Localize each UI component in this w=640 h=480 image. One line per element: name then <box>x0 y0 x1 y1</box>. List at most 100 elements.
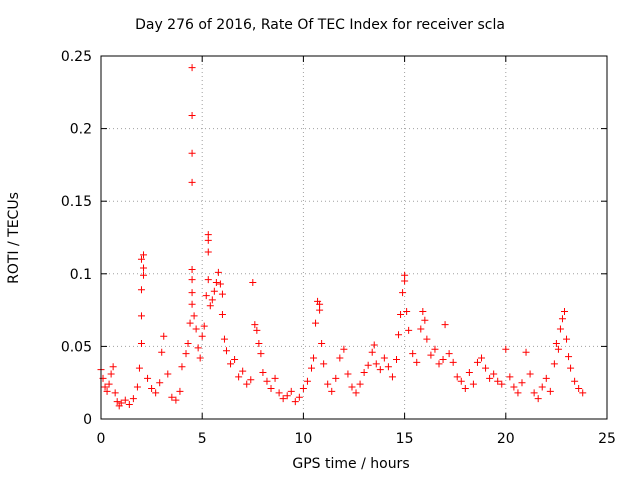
data-point-0-103 <box>348 383 356 391</box>
data-point-0-2 <box>101 383 109 391</box>
data-point-0-11 <box>121 396 129 404</box>
data-point-0-86 <box>295 393 303 401</box>
data-point-0-56 <box>206 302 214 310</box>
data-point-0-99 <box>332 374 340 382</box>
data-point-0-141 <box>473 358 481 366</box>
data-point-0-42 <box>188 149 196 157</box>
plot-frame <box>100 55 608 420</box>
data-point-0-23 <box>144 374 152 382</box>
data-point-0-10 <box>117 399 125 407</box>
data-point-0-63 <box>218 310 226 318</box>
data-point-0-169 <box>571 377 579 385</box>
data-point-0-101 <box>340 345 348 353</box>
data-point-0-118 <box>399 289 407 297</box>
data-point-0-152 <box>518 379 526 387</box>
data-point-0-17 <box>137 312 145 320</box>
data-point-0-157 <box>538 383 546 391</box>
data-point-0-73 <box>251 321 259 329</box>
data-point-0-163 <box>556 325 564 333</box>
data-point-0-167 <box>565 353 573 361</box>
data-point-0-149 <box>506 373 514 381</box>
data-point-0-124 <box>413 358 421 366</box>
data-point-0-25 <box>152 389 160 397</box>
data-point-0-30 <box>168 393 176 401</box>
y-tick-label-3: 0.15 <box>61 194 92 210</box>
data-point-0-85 <box>291 398 299 406</box>
data-point-0-166 <box>563 335 571 343</box>
data-point-0-57 <box>208 296 216 304</box>
data-point-0-102 <box>344 370 352 378</box>
data-point-0-71 <box>247 376 255 384</box>
data-point-0-108 <box>368 348 376 356</box>
data-point-0-90 <box>310 354 318 362</box>
x-tick-label-1: 5 <box>198 431 207 447</box>
data-point-0-135 <box>449 358 457 366</box>
x-tick-label-3: 15 <box>396 431 414 447</box>
data-point-0-8 <box>113 398 121 406</box>
data-point-0-40 <box>188 265 196 273</box>
data-point-0-84 <box>287 387 295 395</box>
data-point-0-147 <box>498 380 506 388</box>
data-point-0-127 <box>421 316 429 324</box>
data-point-0-6 <box>109 363 117 371</box>
data-point-0-144 <box>486 374 494 382</box>
data-point-0-83 <box>283 392 291 400</box>
data-point-0-52 <box>204 276 212 284</box>
data-point-0-32 <box>176 387 184 395</box>
chart-title: Day 276 of 2016, Rate Of TEC Index for r… <box>135 17 505 33</box>
data-point-0-113 <box>384 363 392 371</box>
data-point-0-67 <box>231 355 239 363</box>
data-point-0-55 <box>204 231 212 239</box>
x-tick-label-5: 25 <box>598 431 616 447</box>
x-axis-label: GPS time / hours <box>292 456 410 472</box>
data-point-0-41 <box>188 178 196 186</box>
data-point-0-72 <box>249 279 257 287</box>
data-point-0-24 <box>148 385 156 393</box>
data-point-0-66 <box>227 360 235 368</box>
x-tick-label-2: 10 <box>294 431 312 447</box>
data-point-0-37 <box>188 300 196 308</box>
data-point-0-26 <box>156 379 164 387</box>
data-point-0-33 <box>178 363 186 371</box>
data-point-0-3 <box>103 387 111 395</box>
data-point-0-125 <box>417 325 425 333</box>
data-point-0-64 <box>220 335 228 343</box>
data-point-0-143 <box>482 364 490 372</box>
data-point-0-134 <box>445 350 453 358</box>
data-point-0-106 <box>360 369 368 377</box>
data-point-0-74 <box>253 326 261 334</box>
data-point-0-94 <box>316 306 324 314</box>
data-point-0-137 <box>457 377 465 385</box>
data-point-0-70 <box>243 380 251 388</box>
data-point-0-158 <box>542 374 550 382</box>
data-point-0-48 <box>196 354 204 362</box>
data-point-0-159 <box>546 387 554 395</box>
data-point-0-131 <box>435 360 443 368</box>
data-point-0-12 <box>125 400 133 408</box>
y-tick-label-5: 0.25 <box>61 49 92 65</box>
data-point-0-121 <box>403 308 411 316</box>
data-point-0-98 <box>328 387 336 395</box>
data-point-0-13 <box>129 395 137 403</box>
data-point-0-58 <box>210 287 218 295</box>
data-point-0-65 <box>222 347 230 355</box>
data-point-0-81 <box>275 389 283 397</box>
data-point-0-21 <box>140 264 148 272</box>
data-point-0-111 <box>376 366 384 374</box>
data-point-0-160 <box>550 360 558 368</box>
data-point-0-161 <box>552 339 560 347</box>
data-point-0-69 <box>239 367 247 375</box>
data-point-0-128 <box>423 335 431 343</box>
data-point-0-47 <box>194 344 202 352</box>
data-point-0-129 <box>427 351 435 359</box>
data-point-0-51 <box>202 292 210 300</box>
y-tick-label-2: 0.1 <box>70 267 92 283</box>
data-point-0-140 <box>469 380 477 388</box>
data-point-0-96 <box>320 360 328 368</box>
y-axis-label: ROTI / TECUs <box>6 192 22 284</box>
data-point-0-112 <box>380 354 388 362</box>
data-point-0-5 <box>107 370 115 378</box>
data-point-0-22 <box>140 271 148 279</box>
data-point-0-153 <box>522 348 530 356</box>
